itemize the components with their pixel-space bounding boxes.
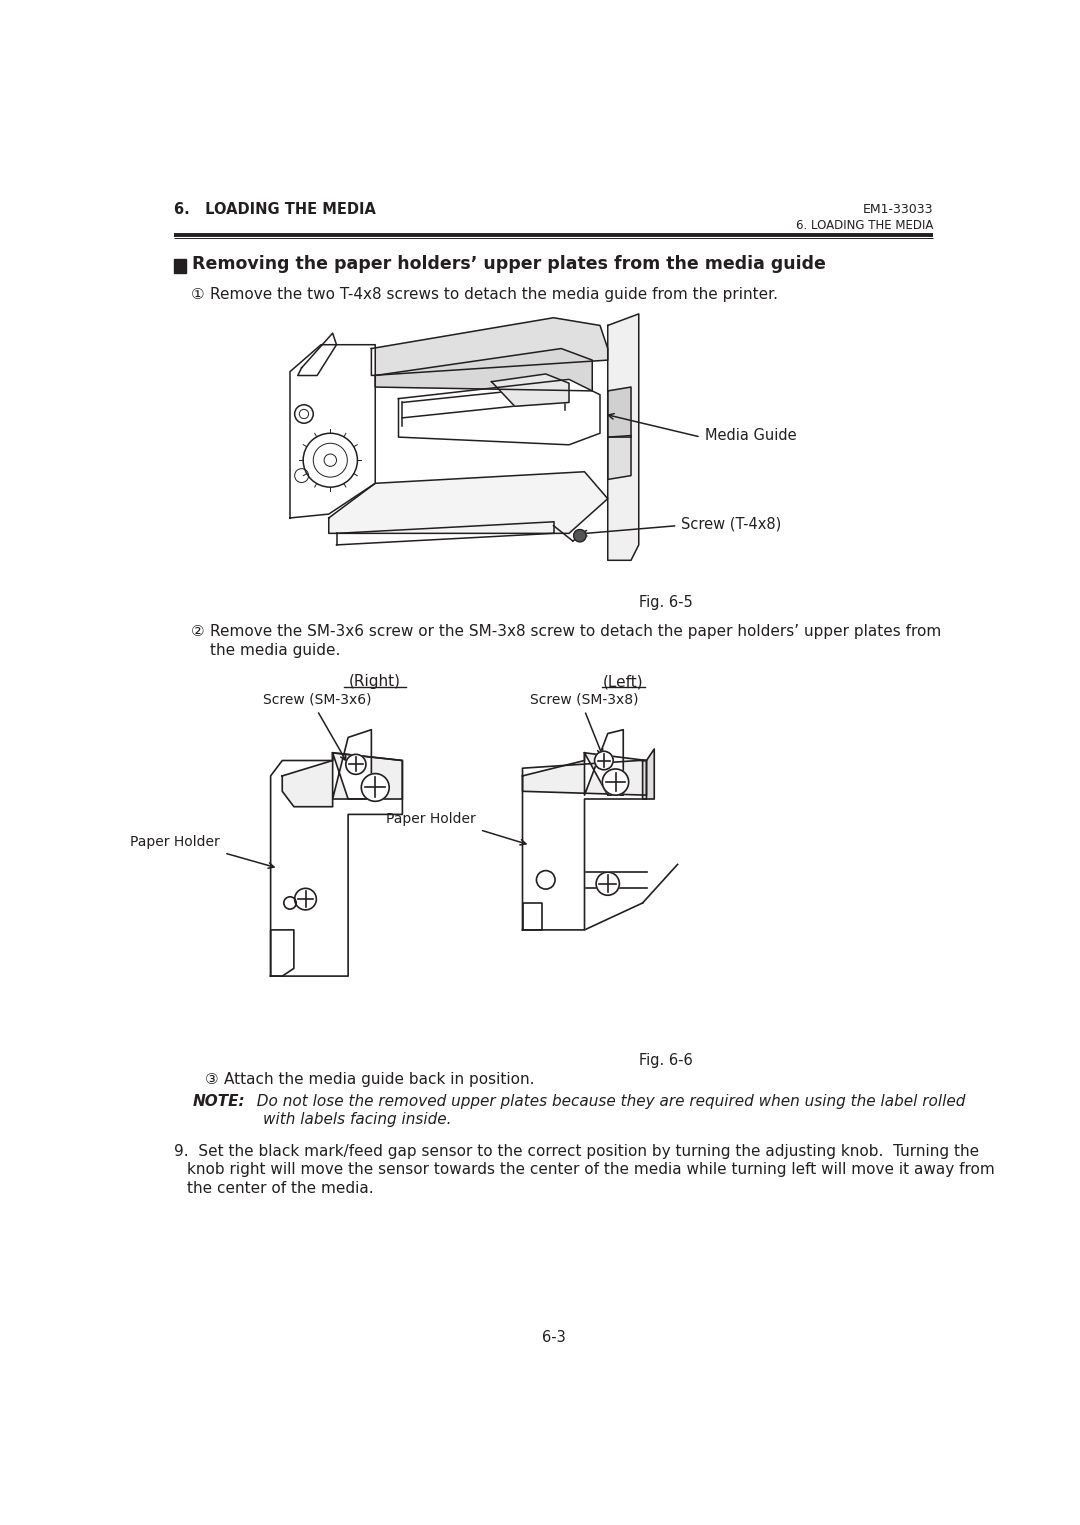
Circle shape <box>595 752 613 770</box>
Polygon shape <box>608 314 638 560</box>
Text: ①: ① <box>191 287 204 302</box>
Text: 9.  Set the black mark/feed gap sensor to the correct position by turning the ad: 9. Set the black mark/feed gap sensor to… <box>174 1144 978 1159</box>
Polygon shape <box>523 903 542 930</box>
Text: 6. LOADING THE MEDIA: 6. LOADING THE MEDIA <box>796 220 933 232</box>
Circle shape <box>284 897 296 909</box>
Circle shape <box>537 871 555 889</box>
Circle shape <box>573 529 586 541</box>
Text: Paper Holder: Paper Holder <box>131 836 220 849</box>
Polygon shape <box>333 729 372 799</box>
Circle shape <box>295 889 316 910</box>
Polygon shape <box>643 749 654 799</box>
Polygon shape <box>608 436 631 479</box>
Text: (Left): (Left) <box>603 674 644 689</box>
Bar <box>174 259 186 273</box>
Text: Screw (SM-3x6): Screw (SM-3x6) <box>262 692 372 706</box>
Polygon shape <box>372 317 608 375</box>
Text: with labels facing inside.: with labels facing inside. <box>262 1112 451 1127</box>
Text: ③: ③ <box>205 1072 218 1087</box>
Circle shape <box>596 872 619 895</box>
Circle shape <box>303 433 357 486</box>
Text: Paper Holder: Paper Holder <box>387 811 476 827</box>
Circle shape <box>603 769 629 795</box>
Polygon shape <box>523 761 647 930</box>
Text: Fig. 6-5: Fig. 6-5 <box>639 595 693 610</box>
Polygon shape <box>271 930 294 976</box>
Circle shape <box>362 773 389 801</box>
Text: ②: ② <box>191 624 204 639</box>
Text: the media guide.: the media guide. <box>211 642 340 657</box>
Text: the center of the media.: the center of the media. <box>187 1180 374 1196</box>
Polygon shape <box>375 349 592 390</box>
Polygon shape <box>291 345 375 518</box>
Text: (Right): (Right) <box>349 674 402 689</box>
Text: Do not lose the removed upper plates because they are required when using the la: Do not lose the removed upper plates bec… <box>247 1093 966 1109</box>
Text: Attach the media guide back in position.: Attach the media guide back in position. <box>225 1072 535 1087</box>
Polygon shape <box>328 471 608 534</box>
Polygon shape <box>399 380 600 445</box>
Polygon shape <box>523 753 647 795</box>
Text: Remove the SM-3x6 screw or the SM-3x8 screw to detach the paper holders’ upper p: Remove the SM-3x6 screw or the SM-3x8 sc… <box>211 624 942 639</box>
Circle shape <box>295 404 313 424</box>
Text: Media Guide: Media Guide <box>704 429 796 444</box>
Text: Screw (T-4x8): Screw (T-4x8) <box>681 517 782 532</box>
Text: EM1-33033: EM1-33033 <box>863 203 933 217</box>
Polygon shape <box>608 387 631 438</box>
Polygon shape <box>271 753 403 976</box>
Text: Screw (SM-3x8): Screw (SM-3x8) <box>530 692 638 706</box>
Text: Remove the two T-4x8 screws to detach the media guide from the printer.: Remove the two T-4x8 screws to detach th… <box>211 287 779 302</box>
Text: 6.   LOADING THE MEDIA: 6. LOADING THE MEDIA <box>174 203 376 218</box>
Polygon shape <box>491 374 569 406</box>
Circle shape <box>295 468 309 482</box>
Polygon shape <box>298 332 337 375</box>
Polygon shape <box>584 729 623 795</box>
Circle shape <box>346 755 366 775</box>
Text: Fig. 6-6: Fig. 6-6 <box>639 1054 693 1067</box>
Text: knob right will move the sensor towards the center of the media while turning le: knob right will move the sensor towards … <box>187 1162 995 1177</box>
Text: NOTE:: NOTE: <box>193 1093 246 1109</box>
Polygon shape <box>282 753 403 807</box>
Text: 6-3: 6-3 <box>542 1330 565 1345</box>
Text: Removing the paper holders’ upper plates from the media guide: Removing the paper holders’ upper plates… <box>192 255 826 273</box>
